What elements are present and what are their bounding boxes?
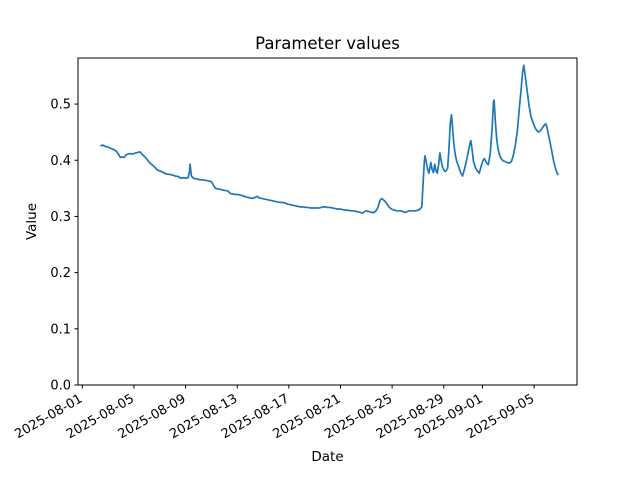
y-tick-label: 0.3	[50, 210, 71, 225]
y-tick-label: 0.5	[50, 98, 71, 113]
y-tick-label: 0.0	[50, 379, 71, 394]
series-group	[100, 64, 559, 214]
x-axis-label: Date	[311, 449, 343, 465]
y-axis: 0.0 0.1 0.2 0.3 0.4 0.5	[50, 98, 78, 394]
y-tick-label: 0.4	[50, 154, 71, 169]
y-tick-label: 0.2	[50, 266, 71, 281]
series-line	[100, 64, 559, 214]
y-tick-label: 0.1	[50, 322, 71, 337]
chart-title: Parameter values	[255, 34, 400, 53]
y-axis-label: Value	[24, 203, 40, 240]
plot-area-frame	[77, 57, 578, 386]
